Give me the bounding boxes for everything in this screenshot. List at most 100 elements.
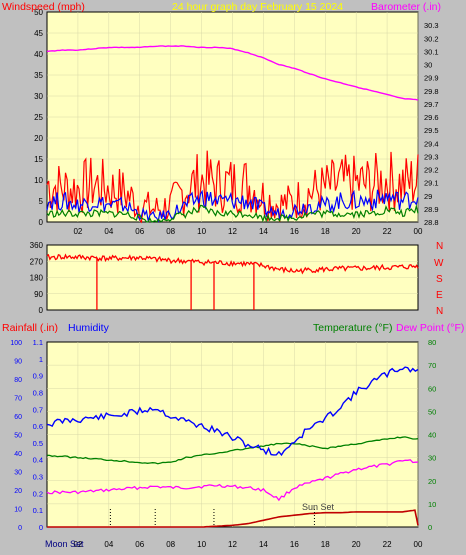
rainfall-title: Rainfall (.in) [2, 322, 58, 334]
x-tick-label: 06 [135, 227, 144, 236]
windspeed-tick-label: 10 [34, 176, 43, 185]
temperature-tick-label: 10 [428, 500, 436, 509]
x-tick-label: 08 [166, 540, 175, 549]
windspeed-title: Windspeed (mph) [2, 1, 85, 13]
x-tick-label: 22 [383, 540, 392, 549]
humidity-tick-label: 100 [10, 340, 22, 347]
x-tick-label: 12 [228, 540, 237, 549]
rainfall-tick-label: 0.9 [33, 372, 43, 381]
barometer-tick-label: 30.3 [424, 21, 439, 30]
compass-n-bottom: N [436, 306, 443, 317]
humidity-tick-label: 20 [14, 488, 22, 495]
x-tick-label: 10 [197, 227, 206, 236]
wind-barometer-x-ticks: 02 04 06 08 10 12 14 16 18 20 22 00 [73, 227, 423, 236]
rainfall-tick-label: 0.4 [33, 456, 43, 465]
barometer-line [46, 45, 419, 101]
barometer-tick-label: 29 [424, 192, 432, 201]
rainfall-tick-label: 0.6 [33, 422, 43, 431]
windspeed-tick-label: 5 [39, 197, 44, 206]
rainfall-tick-label: 0.8 [33, 388, 43, 397]
temperature-line [46, 436, 419, 465]
barometer-tick-label: 30.1 [424, 47, 439, 56]
windspeed-tick-label: 0 [39, 218, 44, 227]
rainfall-tick-label: 1.1 [33, 338, 43, 347]
wind-low-line [46, 204, 419, 223]
rainfall-tick-label: 1 [39, 355, 43, 364]
windspeed-axis-ticks: 0 5 10 15 20 25 30 35 40 45 50 [34, 8, 43, 227]
barometer-tick-label: 29.4 [424, 139, 439, 148]
wind-avg-line [46, 189, 419, 223]
temperature-tick-label: 70 [428, 361, 436, 370]
barometer-axis-ticks: 28.8 28.9 29 29.1 29.2 29.3 29.4 29.5 29.6 29.7 29… [424, 21, 439, 227]
humidity-tick-label: 10 [14, 507, 22, 514]
compass-n-top: N [436, 241, 443, 252]
temp-humidity-x-ticks: 02 04 06 08 10 12 14 16 18 20 22 00 [73, 540, 423, 549]
temperature-tick-label: 30 [428, 454, 436, 463]
barometer-tick-label: 29.3 [424, 152, 439, 161]
x-tick-label: 00 [414, 227, 423, 236]
temperature-tick-label: 60 [428, 384, 436, 393]
barometer-tick-label: 29.1 [424, 179, 439, 188]
direction-tick-label: 90 [34, 290, 43, 299]
humidity-percent-axis-ticks: 0 10 20 30 40 50 60 70 80 90 100 [10, 340, 22, 532]
x-tick-label: 16 [290, 227, 299, 236]
barometer-tick-label: 28.8 [424, 218, 439, 227]
humidity-tick-label: 60 [14, 414, 22, 421]
x-tick-label: 04 [104, 227, 113, 236]
windspeed-tick-label: 15 [34, 155, 43, 164]
rainfall-tick-label: 0.3 [33, 473, 43, 482]
compass-labels: N W S E N [434, 241, 444, 317]
temperature-tick-label: 50 [428, 407, 436, 416]
humidity-line [46, 366, 419, 457]
windspeed-series-group [46, 150, 419, 224]
rainfall-line [47, 509, 419, 528]
barometer-tick-label: 29.2 [424, 166, 439, 175]
barometer-tick-label: 29.5 [424, 126, 439, 135]
direction-tick-label: 180 [30, 274, 44, 283]
x-tick-label: 12 [228, 227, 237, 236]
barometer-tick-label: 30.2 [424, 34, 439, 43]
x-tick-label: 20 [352, 540, 361, 549]
rainfall-tick-label: 0.2 [33, 489, 43, 498]
x-tick-label: 18 [321, 227, 330, 236]
x-tick-label: 00 [414, 540, 423, 549]
rainfall-axis-ticks: 0 0.1 0.2 0.3 0.4 0.5 0.6 0.7 0.8 0.9 1 1.1 [33, 338, 43, 532]
x-tick-label: 02 [73, 540, 82, 549]
wind-direction-grid [47, 261, 418, 294]
windspeed-tick-label: 40 [34, 50, 43, 59]
temperature-tick-label: 40 [428, 431, 436, 440]
humidity-tick-label: 90 [14, 359, 22, 366]
humidity-title: Humidity [68, 322, 110, 334]
dewpoint-title: Dew Point (°F) [396, 322, 464, 334]
windspeed-tick-label: 45 [34, 29, 43, 38]
windspeed-tick-label: 35 [34, 71, 43, 80]
rainfall-tick-label: 0.7 [33, 405, 43, 414]
barometer-tick-label: 30 [424, 61, 432, 70]
windspeed-tick-label: 25 [34, 113, 43, 122]
wind-direction-axis-ticks: 0 90 180 270 360 [30, 241, 44, 315]
windspeed-tick-label: 50 [34, 8, 43, 17]
x-tick-label: 08 [166, 227, 175, 236]
humidity-tick-label: 50 [14, 433, 22, 440]
barometer-title: Barometer (.in) [371, 1, 441, 13]
rainfall-tick-label: 0.1 [33, 506, 43, 515]
temperature-tick-label: 80 [428, 338, 436, 347]
temperature-tick-label: 20 [428, 477, 436, 486]
x-tick-label: 22 [383, 227, 392, 236]
temperature-title: Temperature (°F) [313, 322, 392, 334]
temperature-axis-ticks: 0 10 20 30 40 50 60 70 80 [428, 338, 436, 532]
compass-w: W [434, 258, 444, 269]
x-tick-label: 20 [352, 227, 361, 236]
event-markers [109, 509, 315, 527]
x-tick-label: 02 [73, 227, 82, 236]
direction-tick-label: 360 [30, 241, 44, 250]
direction-tick-label: 0 [39, 306, 44, 315]
x-tick-label: 10 [197, 540, 206, 549]
graph-title: 24 hour graph day February 15 2024 [172, 1, 343, 13]
dew-point-line [46, 459, 419, 502]
x-tick-label: 14 [259, 540, 268, 549]
direction-tick-label: 270 [30, 257, 44, 266]
sun-set-label: Sun Set [302, 502, 335, 512]
barometer-tick-label: 29.7 [424, 100, 439, 109]
